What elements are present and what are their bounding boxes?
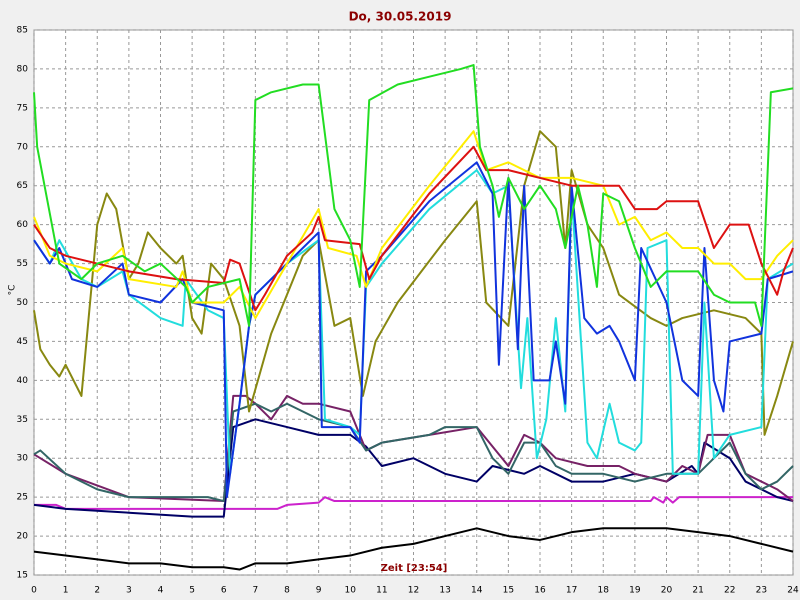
y-tick-label: 65 — [17, 181, 28, 191]
chart-title: Do, 30.05.2019 — [349, 10, 452, 24]
x-tick-label: 2 — [94, 586, 100, 596]
series-line — [33, 402, 794, 503]
x-tick-label: 15 — [503, 586, 514, 596]
y-tick-label: 85 — [17, 26, 28, 36]
x-tick-label: 19 — [629, 586, 641, 596]
y-tick-label: 35 — [17, 415, 28, 425]
series-line — [33, 145, 794, 312]
series-line — [33, 130, 794, 320]
series-line — [33, 161, 794, 499]
x-tick-label: 5 — [189, 586, 195, 596]
y-tick-label: 50 — [17, 298, 29, 308]
series-line — [33, 64, 794, 327]
x-tick-label: 6 — [221, 586, 227, 596]
y-axis-label: °C — [8, 285, 18, 296]
x-tick-label: 11 — [376, 586, 387, 596]
series-line — [33, 527, 794, 571]
x-tick-label: 4 — [158, 586, 164, 596]
x-tick-label: 14 — [471, 586, 483, 596]
lines — [33, 64, 794, 571]
y-tick-label: 60 — [17, 220, 29, 230]
x-tick-label: 3 — [126, 586, 132, 596]
x-tick-label: 22 — [724, 586, 735, 596]
y-tick-label: 15 — [17, 571, 28, 581]
x-tick-label: 21 — [692, 586, 703, 596]
labels: 0 1 2 3 4 5 6 7 8 9 10 11 12 13 14 15 16 17 18 19 20 21 22 23 24… — [17, 26, 799, 596]
x-tick-label: 1 — [63, 586, 69, 596]
y-tick-label: 80 — [17, 64, 29, 74]
x-tick-label: 17 — [566, 586, 577, 596]
x-tick-label: 23 — [756, 586, 767, 596]
x-tick-label: 18 — [598, 586, 610, 596]
series-line — [33, 418, 794, 518]
x-axis-label: Zeit [23:54] — [381, 563, 448, 574]
y-tick-label: 55 — [17, 259, 28, 269]
x-tick-label: 16 — [534, 586, 546, 596]
y-tick-label: 25 — [17, 493, 28, 503]
x-tick-label: 13 — [439, 586, 450, 596]
y-tick-label: 75 — [17, 103, 28, 113]
x-tick-label: 9 — [316, 586, 322, 596]
y-tick-label: 20 — [17, 532, 29, 542]
x-tick-label: 12 — [408, 586, 419, 596]
x-tick-label: 20 — [661, 586, 673, 596]
x-tick-label: 0 — [31, 586, 37, 596]
series-line — [34, 496, 793, 510]
x-tick-label: 10 — [345, 586, 357, 596]
x-tick-label: 24 — [787, 586, 799, 596]
series-line — [33, 169, 794, 475]
y-tick-label: 40 — [17, 376, 29, 386]
x-tick-label: 8 — [284, 586, 290, 596]
y-tick-label: 45 — [17, 337, 28, 347]
y-tick-label: 70 — [17, 142, 29, 152]
y-tick-label: 30 — [17, 454, 29, 464]
x-tick-label: 7 — [253, 586, 259, 596]
